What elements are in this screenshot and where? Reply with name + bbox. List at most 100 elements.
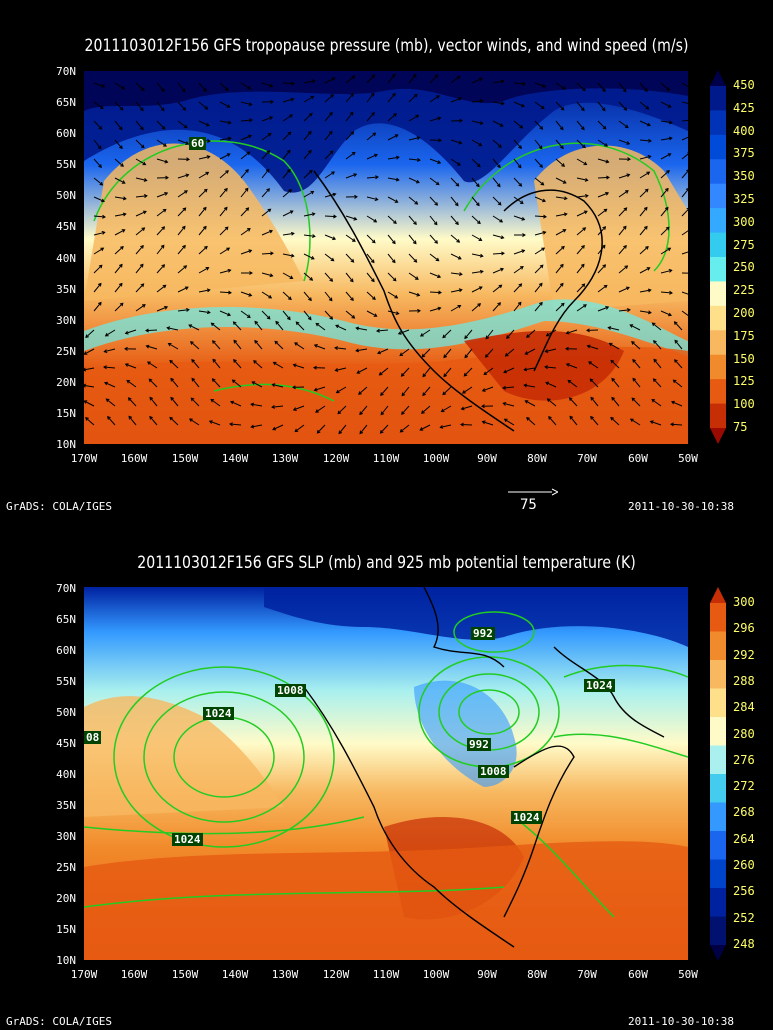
wind-vector [240, 188, 249, 198]
wind-vector [219, 137, 231, 141]
wind-vector [156, 82, 165, 92]
wind-vector [169, 360, 179, 369]
wind-vector [653, 378, 662, 388]
wind-vector [125, 363, 137, 369]
wind-vector [545, 348, 557, 353]
wind-vector [513, 266, 524, 274]
wind-vector [681, 170, 688, 179]
wind-vector [380, 424, 389, 434]
wind-vector [660, 207, 669, 217]
colorbar-label: 225 [733, 283, 755, 298]
wind-vector [219, 170, 229, 179]
lon-label: 50W [678, 452, 698, 465]
wind-vector [177, 82, 186, 92]
wind-vector [135, 245, 144, 255]
colorbar-label: 350 [733, 169, 755, 184]
wind-vector [450, 272, 462, 275]
wind-vector [324, 77, 336, 84]
wind-vector [191, 359, 200, 369]
wind-vector [303, 170, 313, 179]
wind-vector [324, 234, 336, 240]
wind-vector [660, 101, 672, 108]
wind-vector [93, 82, 105, 88]
wind-vector [597, 158, 609, 163]
wind-vector [240, 135, 252, 141]
wind-vector [149, 416, 158, 426]
wind-vector [272, 405, 284, 408]
wind-vector [366, 272, 375, 282]
wind-vector [282, 210, 294, 217]
wind-vector [209, 420, 221, 426]
wind-vector [483, 367, 494, 375]
wind-vector [443, 367, 452, 377]
wind-vector [639, 139, 652, 142]
panel1-title: 2011103012F156 GFS tropopause pressure (… [84, 36, 689, 56]
wind-vector [632, 359, 641, 369]
wind-vector [93, 101, 104, 109]
colorbar-label: 100 [733, 397, 755, 412]
wind-vector [93, 215, 106, 218]
lon-label: 140W [221, 968, 249, 981]
colorbar-swatch [710, 603, 726, 632]
wind-vector [506, 329, 515, 339]
colorbar-label: 256 [733, 884, 755, 899]
wind-vector [93, 196, 105, 202]
wind-vector [253, 360, 263, 369]
wind-vector [639, 207, 648, 217]
lon-label: 130W [271, 452, 299, 465]
wind-vector [261, 230, 273, 236]
wind-vector [219, 101, 230, 108]
wind-vector [681, 188, 688, 198]
wind-vector [251, 424, 263, 428]
wind-vector [639, 101, 649, 110]
wind-vector [547, 398, 557, 407]
wind-vector [513, 283, 522, 293]
wind-vector [303, 253, 315, 260]
wind-vector [282, 82, 295, 85]
wind-vector [609, 342, 620, 350]
wind-vector [429, 291, 442, 294]
colorbar-swatch [710, 281, 726, 307]
wind-vector [261, 272, 273, 277]
wind-vector [492, 120, 504, 127]
wind-vector [492, 101, 504, 105]
lat-label: 40N [56, 768, 76, 781]
colorbar-swatch [710, 305, 726, 331]
wind-vector [261, 310, 271, 320]
wind-vector [450, 76, 461, 84]
contour-label: 08 [84, 731, 102, 744]
wind-vector [345, 75, 355, 84]
wind-vector [387, 93, 396, 103]
wind-vector [525, 348, 536, 355]
wind-vector [293, 364, 305, 369]
colorbar-swatch [710, 774, 726, 803]
wind-vector [576, 139, 586, 148]
colorbar-label: 284 [733, 700, 755, 715]
wind-vector [492, 196, 502, 206]
colorbar-swatch [710, 802, 726, 832]
wind-vector [93, 139, 102, 149]
wind-vector [618, 174, 630, 179]
wind-vector [303, 131, 312, 141]
wind-vector [366, 93, 375, 103]
wind-vector [429, 74, 438, 84]
lat-label: 60N [56, 127, 76, 140]
wind-vector [240, 101, 252, 106]
colorbar-label: 150 [733, 351, 755, 366]
wind-vector [135, 283, 144, 293]
wind-vector [450, 196, 459, 206]
wind-vector [114, 177, 126, 184]
wind-vector [103, 366, 116, 369]
contour-label: 60 [189, 137, 207, 150]
wind-vector [135, 120, 144, 130]
wind-vector [324, 150, 334, 160]
wind-vector [356, 327, 368, 331]
wind-vector [345, 93, 354, 103]
wind-vector [303, 213, 315, 217]
wind-vector [681, 251, 688, 255]
wind-vector [294, 424, 305, 433]
wind-vector [177, 101, 186, 111]
wind-vector [359, 424, 368, 434]
wind-vector [303, 113, 313, 122]
wind-vector [366, 74, 375, 84]
